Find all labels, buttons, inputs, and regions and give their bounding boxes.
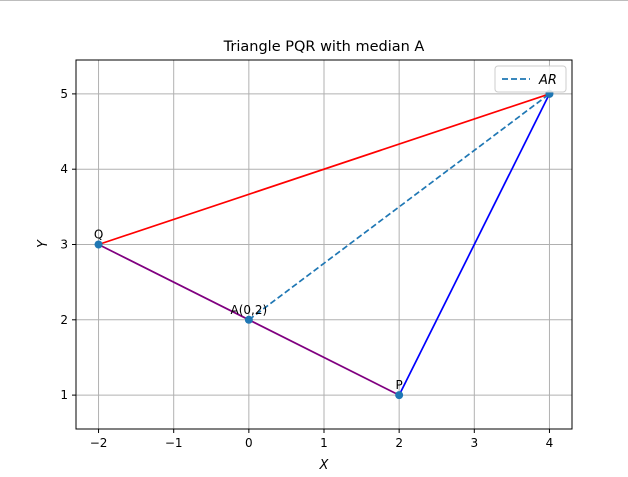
y-tick-label: 2 — [60, 313, 68, 327]
x-tick-label: −2 — [90, 436, 108, 450]
y-axis-label: Y — [36, 239, 51, 248]
point-p — [395, 391, 404, 400]
x-tick-label: 3 — [470, 436, 478, 450]
point-a — [244, 315, 253, 324]
y-tick-label: 4 — [60, 162, 68, 176]
vertex-points — [94, 89, 554, 400]
y-tick-label: 1 — [60, 388, 68, 402]
point-q — [94, 240, 103, 249]
x-tick-label: 0 — [245, 436, 253, 450]
chart-title: Triangle PQR with median A — [223, 39, 425, 55]
legend-box — [494, 65, 567, 93]
y-tick-label: 3 — [60, 238, 68, 252]
x-tick-label: 4 — [546, 436, 554, 450]
x-tick-label: 2 — [395, 436, 403, 450]
x-axis-label: X — [319, 458, 330, 473]
legend: AR — [494, 65, 567, 93]
y-tick-label: 5 — [60, 87, 68, 101]
segment-qr — [98, 93, 550, 246]
y-axis-ticks: 1 2 3 4 5 — [60, 87, 76, 402]
point-label-a: A(0,2) — [231, 303, 268, 317]
vertex-labels: P Q A(0,2) — [94, 228, 403, 393]
x-tick-label: −1 — [165, 436, 183, 450]
x-axis-ticks: −2 −1 0 1 2 3 4 — [90, 429, 554, 450]
x-tick-label: 1 — [320, 436, 328, 450]
grid-lines — [76, 60, 572, 429]
segment-pr — [398, 93, 551, 396]
point-label-q: Q — [94, 228, 103, 242]
top-border — [0, 0, 628, 1]
legend-label: AR — [538, 73, 557, 88]
point-label-p: P — [396, 378, 403, 392]
